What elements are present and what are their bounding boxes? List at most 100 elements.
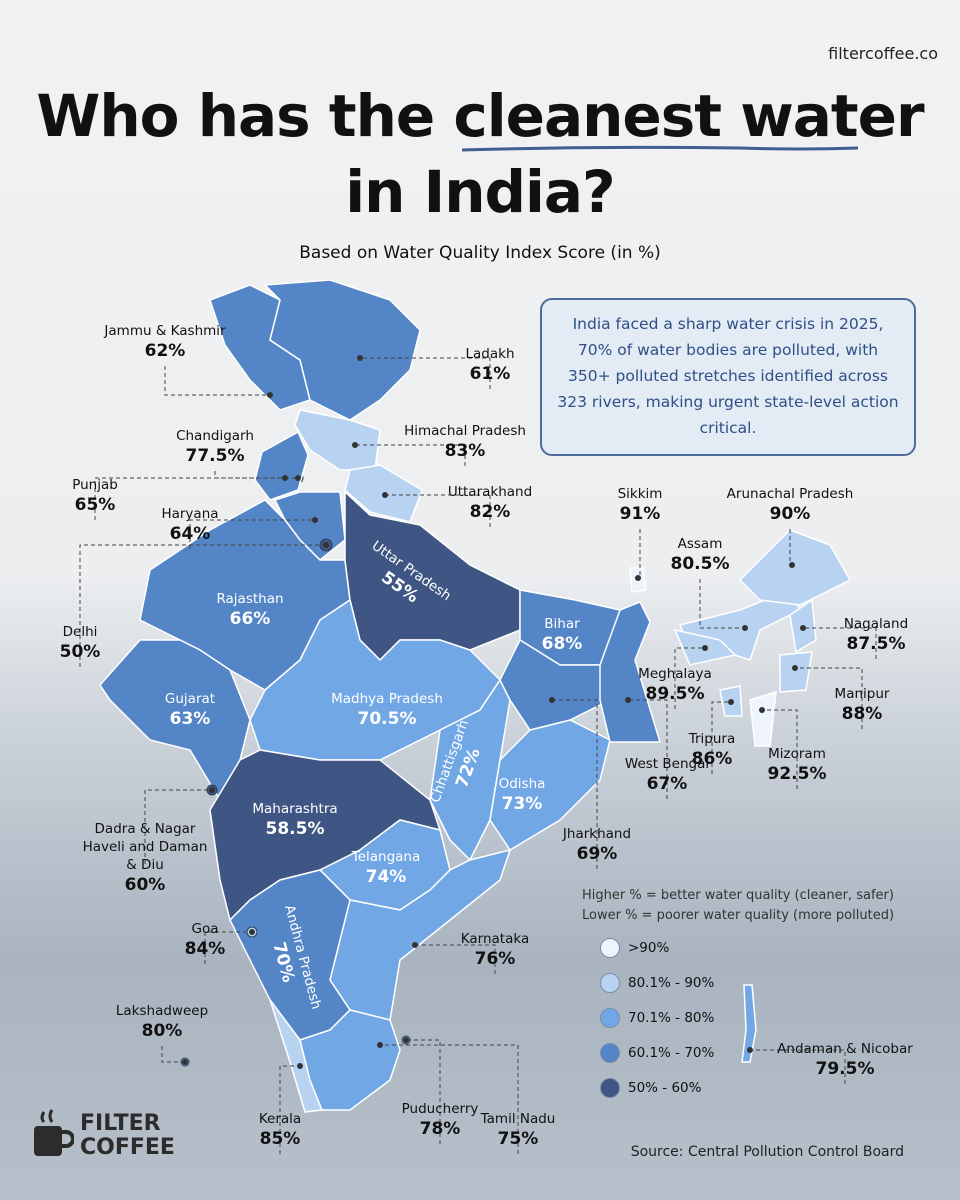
state-name: Punjab — [72, 477, 118, 493]
state-name: Sikkim — [617, 486, 663, 502]
state-region — [738, 529, 852, 606]
leader-dot — [759, 707, 765, 713]
state-name: Odisha — [498, 776, 546, 792]
state-value: 76% — [474, 949, 516, 969]
state-value: 80% — [141, 1021, 183, 1041]
leader-dot — [747, 1047, 753, 1053]
leader-dot — [357, 355, 363, 361]
state-label: Puducherry 78% — [402, 1100, 479, 1140]
state-value: 90% — [769, 504, 811, 524]
state-name: Andaman & Nicobar — [777, 1041, 913, 1057]
leader-dot — [295, 475, 301, 481]
state-name: Uttarakhand — [447, 484, 533, 500]
legend-swatch — [600, 938, 620, 958]
state-name: Meghalaya — [638, 666, 712, 682]
state-region — [99, 639, 251, 802]
legend-item: >90% — [600, 938, 669, 958]
state-label: Mizoram 92.5% — [768, 745, 827, 785]
leader-dot — [182, 1059, 188, 1065]
leader-line — [144, 789, 212, 864]
state-name: Madhya Pradesh — [331, 691, 443, 707]
state-name: Assam — [677, 536, 723, 552]
leader-line — [79, 544, 326, 667]
state-label: Manipur 88% — [835, 685, 890, 725]
legend-swatch — [600, 1008, 620, 1028]
state-value: 78% — [419, 1119, 461, 1139]
leader-line — [189, 519, 315, 549]
state-label: Madhya Pradesh 70.5% — [331, 690, 443, 730]
state-label: Gujarat 63% — [165, 690, 215, 730]
legend-item: 60.1% - 70% — [600, 1043, 714, 1063]
state-name: Lakshadweep — [115, 1003, 209, 1019]
state-name: Maharashtra — [252, 801, 338, 817]
leader-dot — [209, 787, 215, 793]
state-label: Dadra & Nagar Haveli and Daman & Diu 60% — [80, 820, 210, 896]
leader-dot — [382, 492, 388, 498]
logo-cup — [34, 1109, 75, 1156]
state-label: Maharashtra 58.5% — [252, 800, 337, 840]
leader-dot — [635, 575, 641, 581]
leader-line — [628, 699, 668, 799]
state-region — [299, 1009, 401, 1111]
state-region — [779, 651, 813, 693]
state-name: Haryana — [161, 506, 219, 522]
state-name: Tamil Nadu — [480, 1111, 556, 1127]
leader-line — [762, 709, 798, 789]
state-value: 77.5% — [185, 446, 245, 466]
leader-dot — [323, 542, 329, 548]
leader-line — [699, 579, 745, 629]
title-end: in India? — [345, 158, 615, 226]
state-label: Jammu & Kashmir 62% — [104, 322, 225, 362]
state-value: 58.5% — [265, 819, 325, 839]
leader-dot — [412, 942, 418, 948]
leader-dot — [267, 392, 273, 398]
state-value: 82% — [469, 502, 511, 522]
state-name: Jharkhand — [562, 826, 632, 842]
leader-line — [803, 627, 877, 659]
legend-item: 80.1% - 90% — [600, 973, 714, 993]
leader-line — [674, 647, 705, 709]
logo: FILTER COFFEE — [30, 1108, 175, 1166]
leader-dot — [312, 517, 318, 523]
leader-dot — [352, 442, 358, 448]
legend-label: >90% — [628, 940, 670, 956]
leader-dot — [742, 625, 748, 631]
state-label: Telangana 74% — [352, 848, 421, 888]
legend-notes: Higher % = better water quality (cleaner… — [582, 886, 894, 926]
legend-swatch — [600, 973, 620, 993]
state-label: Lakshadweep 80% — [116, 1002, 208, 1042]
state-label: Punjab 65% — [72, 476, 118, 516]
state-name: Ladakh — [465, 346, 515, 362]
state-label: Arunachal Pradesh 90% — [727, 485, 854, 525]
leader-line — [204, 931, 252, 964]
leader-dot — [297, 1063, 303, 1069]
state-label: Tripura 86% — [689, 730, 736, 770]
state-value: 79.5% — [815, 1059, 875, 1079]
state-label: Himachal Pradesh 83% — [404, 422, 526, 462]
title-highlight: cleanest water — [453, 82, 924, 150]
state-value: 84% — [184, 939, 226, 959]
state-value: 67% — [646, 774, 688, 794]
regions — [99, 279, 852, 1113]
leader-line — [355, 444, 466, 466]
state-value: 88% — [841, 704, 883, 724]
state-value: 86% — [691, 749, 733, 769]
state-label: Meghalaya 89.5% — [638, 665, 712, 705]
state-label: Jharkhand 69% — [563, 825, 631, 865]
leader-line — [552, 699, 598, 869]
state-name: Manipur — [834, 686, 890, 702]
state-value: 70.5% — [357, 709, 417, 729]
state-label: Goa 84% — [185, 920, 226, 960]
state-value: 80.5% — [670, 554, 730, 574]
leader-line — [385, 494, 491, 527]
state-name: Tripura — [688, 731, 736, 747]
state-name: Gujarat — [164, 691, 216, 707]
legend-swatch — [600, 1043, 620, 1063]
state-region — [294, 409, 381, 471]
leader-line — [415, 944, 496, 974]
state-label: Sikkim 91% — [618, 485, 663, 525]
title-underline — [461, 145, 859, 152]
logo-text: FILTER — [80, 1111, 161, 1136]
legend-swatch — [600, 1078, 620, 1098]
